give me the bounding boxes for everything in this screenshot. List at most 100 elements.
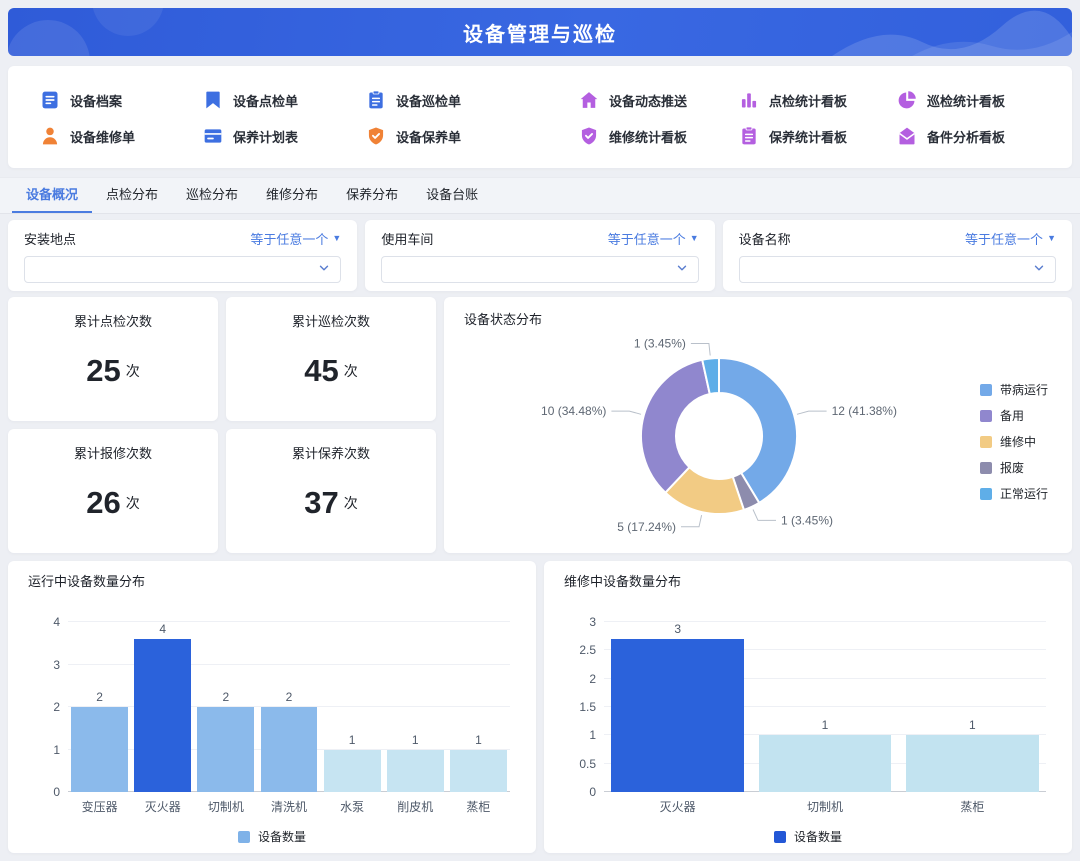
legend-item[interactable]: 维修中 xyxy=(979,433,1048,450)
pie-slice-label: 10 (34.48%) xyxy=(541,404,606,418)
stat-unit: 次 xyxy=(343,494,358,511)
menu-item-inspection-stats-board[interactable]: 巡检统计看板 xyxy=(897,90,1040,110)
filter-operator-link[interactable]: 等于任意一个 ▼ xyxy=(608,229,699,248)
tab-spot-check-dist[interactable]: 点检分布 xyxy=(106,187,159,202)
tab-overview[interactable]: 设备概况 xyxy=(12,178,93,213)
equipment-status-card: 设备状态分布 12 (41.38%) 1 (3.45%) 5 (17.24%) 10 … xyxy=(444,297,1072,553)
bar-value-label: 1 xyxy=(968,718,976,733)
bar-slot: 1 xyxy=(447,622,510,792)
pie-slice-3[interactable] xyxy=(640,358,711,495)
bar-1-4[interactable] xyxy=(323,749,381,792)
menu-item-inspection-order[interactable]: 设备巡检单 xyxy=(366,90,579,110)
bar-1-6[interactable] xyxy=(450,749,507,792)
menu-item-spare-parts-board[interactable]: 备件分析看板 xyxy=(897,126,1040,146)
stat-title: 累计保养次数 xyxy=(291,446,370,461)
equipment-status-donut-chart: 12 (41.38%) 1 (3.45%) 5 (17.24%) 10 (34.48%… xyxy=(464,330,1052,542)
filter-operator-text: 等于任意一个 xyxy=(607,232,686,247)
y-axis-tick-label: 1.5 xyxy=(579,700,596,714)
x-axis-labels: 变压器 灭火器 切制机 清洗机 水泵 削皮机 蒸柜 xyxy=(68,798,510,815)
gridline xyxy=(68,706,510,707)
bar-1-5[interactable] xyxy=(386,749,444,792)
stat-card-spot-check-count: 累计点检次数 25 次 xyxy=(8,297,218,421)
menu-item-spot-check-stats-board[interactable]: 点检统计看板 xyxy=(739,90,897,110)
menu-item-spot-check-order[interactable]: 设备点检单 xyxy=(203,90,366,110)
shield-check-icon xyxy=(579,126,599,146)
bar-slot: 1 xyxy=(899,622,1046,792)
legend-swatch xyxy=(237,830,250,843)
caret-down-icon: ▼ xyxy=(1047,233,1056,243)
filter-workshop: 使用车间 等于任意一个 ▼ xyxy=(365,220,715,291)
tab-inspection-dist[interactable]: 巡检分布 xyxy=(186,187,239,202)
bar-2-2[interactable] xyxy=(906,735,1039,792)
x-axis-category-label: 清洗机 xyxy=(270,800,307,814)
filter-operator-link[interactable]: 等于任意一个 ▼ xyxy=(250,229,341,248)
pie-slice-4[interactable] xyxy=(701,356,720,396)
menu-item-equipment-news-push[interactable]: 设备动态推送 xyxy=(579,90,739,110)
legend-item[interactable]: 报废 xyxy=(979,459,1048,476)
bar-1-2[interactable] xyxy=(197,707,255,792)
bar-1-0[interactable] xyxy=(71,707,128,792)
filter-operator-link[interactable]: 等于任意一个 ▼ xyxy=(965,229,1056,248)
filter-label: 使用车间 xyxy=(381,232,434,247)
mail-icon xyxy=(897,126,917,146)
legend-item[interactable]: 备用 xyxy=(979,407,1048,424)
bar-2-0[interactable] xyxy=(611,639,744,792)
stat-value: 26 xyxy=(86,484,121,520)
bar-1-1[interactable] xyxy=(134,639,192,792)
menu-item-maintenance-order[interactable]: 设备保养单 xyxy=(366,126,579,146)
y-axis-tick-label: 1 xyxy=(589,728,596,743)
gridline xyxy=(604,677,1046,679)
stat-unit: 次 xyxy=(125,494,140,511)
bar-value-label: 4 xyxy=(159,622,167,636)
workshop-select[interactable] xyxy=(381,256,699,283)
legend-label: 带病运行 xyxy=(999,383,1048,398)
tab-ledger[interactable]: 设备台账 xyxy=(426,187,479,202)
legend-item[interactable]: 设备数量 xyxy=(773,828,842,845)
y-axis-tick-label: 1 xyxy=(53,742,60,757)
menu-item-label: 保养统计看板 xyxy=(769,129,848,145)
bar-2-1[interactable] xyxy=(758,735,892,792)
legend-item[interactable]: 正常运行 xyxy=(979,485,1048,502)
bar-slot: 2 xyxy=(194,622,257,792)
legend-item[interactable]: 带病运行 xyxy=(979,381,1048,398)
menu-item-maintenance-stats-board[interactable]: 保养统计看板 xyxy=(739,126,897,146)
legend-label: 正常运行 xyxy=(999,487,1048,502)
chevron-down-icon xyxy=(1033,261,1045,279)
bar-value-label: 1 xyxy=(475,732,482,747)
legend-swatch xyxy=(979,383,992,396)
x-axis-category-label: 削皮机 xyxy=(397,800,434,814)
bar-chart-title: 维修中设备数量分布 xyxy=(564,574,682,589)
equipment-name-select[interactable] xyxy=(738,256,1056,283)
menu-item-repair-order[interactable]: 设备维修单 xyxy=(40,126,203,146)
bar-1-3[interactable] xyxy=(260,707,318,792)
bar-slot: 2 xyxy=(68,622,131,792)
legend-label: 维修中 xyxy=(999,435,1036,450)
filter-operator-text: 等于任意一个 xyxy=(250,232,329,247)
install-location-select[interactable] xyxy=(24,256,342,283)
menu-item-repair-stats-board[interactable]: 维修统计看板 xyxy=(579,126,739,146)
legend-item[interactable]: 设备数量 xyxy=(237,828,306,845)
legend-label: 备用 xyxy=(999,409,1024,424)
tab-maintenance-dist[interactable]: 保养分布 xyxy=(346,187,399,202)
tab-repair-dist[interactable]: 维修分布 xyxy=(266,187,319,202)
filter-operator-text: 等于任意一个 xyxy=(965,232,1044,247)
y-axis-tick-label: 2 xyxy=(53,700,60,714)
pie-label-line xyxy=(681,514,703,528)
pie-slice-label: 12 (41.38%) xyxy=(832,404,897,418)
legend-label: 报废 xyxy=(999,461,1024,476)
menu-item-maintenance-plan[interactable]: 保养计划表 xyxy=(203,126,366,146)
caret-down-icon: ▼ xyxy=(332,233,342,243)
menu-item-equipment-archive[interactable]: 设备档案 xyxy=(40,90,203,110)
bar-slot: 4 xyxy=(131,622,194,792)
shield-check-icon xyxy=(366,126,386,146)
stat-title: 累计巡检次数 xyxy=(291,314,370,329)
pie-slice-0[interactable] xyxy=(718,356,798,505)
pie-label-line xyxy=(796,410,827,415)
chevron-down-icon xyxy=(676,261,688,279)
filter-install-location: 安装地点 等于任意一个 ▼ xyxy=(8,220,358,291)
gridline xyxy=(604,734,1046,736)
gridline xyxy=(604,706,1046,707)
stat-value: 37 xyxy=(304,484,339,520)
pie-label-line xyxy=(611,410,642,415)
menu-item-label: 备件分析看板 xyxy=(927,129,1006,145)
